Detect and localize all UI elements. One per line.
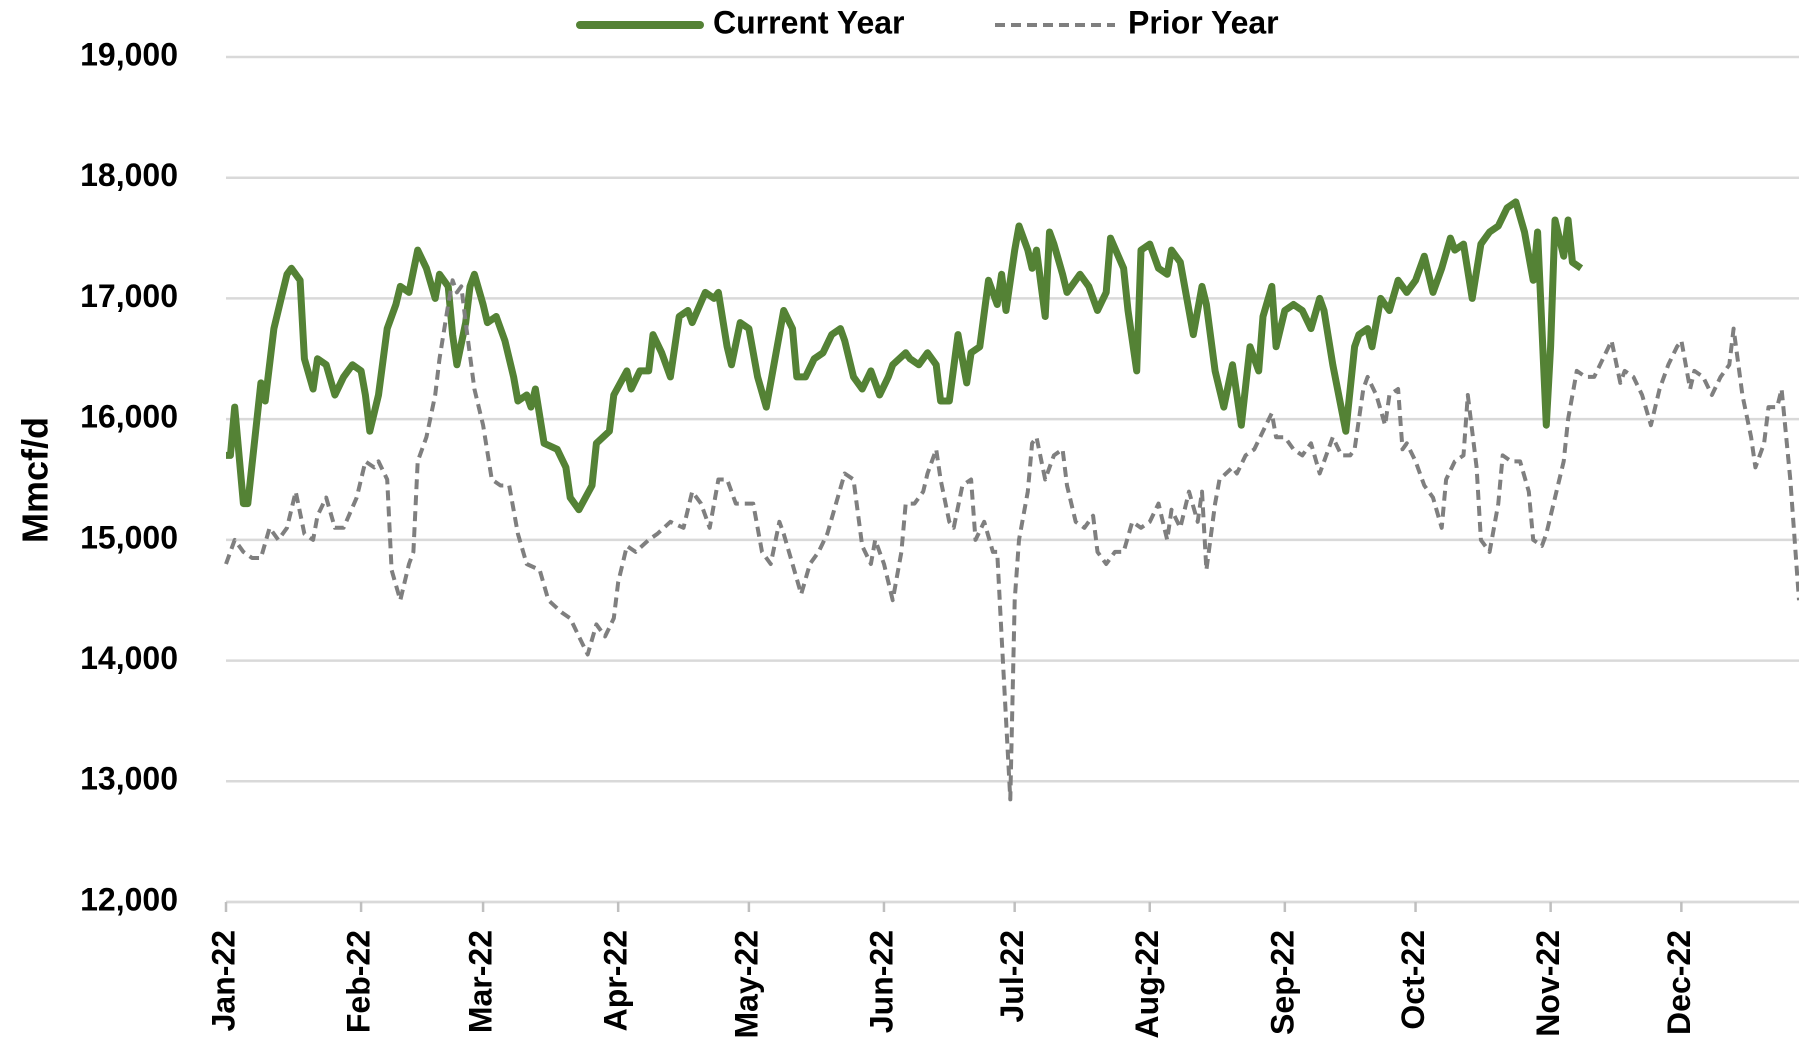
x-tick-label: Nov-22 [1530,930,1566,1037]
legend-label: Current Year [713,4,905,40]
y-tick-label: 17,000 [80,278,178,314]
x-tick-label: Apr-22 [598,930,634,1031]
y-tick-label: 18,000 [80,157,178,193]
x-tick-label: Jan-22 [205,930,241,1031]
y-tick-label: 12,000 [80,881,178,917]
line [224,278,1799,802]
x-tick-label: May-22 [728,930,764,1039]
y-tick-label: 15,000 [80,519,178,555]
y-axis-label: Mmcf/d [15,417,56,543]
y-tick-label: 19,000 [80,36,178,72]
x-tick-label: Jun-22 [863,930,899,1033]
x-tick-label: Feb-22 [341,930,377,1033]
x-tick-label: Oct-22 [1395,930,1431,1030]
x-tick-label: Jul-22 [994,930,1030,1022]
x-tick-label: Aug-22 [1129,930,1165,1038]
y-tick-label: 14,000 [80,640,178,676]
x-tick-label: Sep-22 [1264,930,1300,1035]
legend-label: Prior Year [1128,4,1279,40]
x-tick-label: Dec-22 [1661,930,1697,1035]
y-tick-label: 16,000 [80,399,178,435]
line [226,198,1584,514]
y-tick-label: 13,000 [80,761,178,797]
x-tick-label: Mar-22 [463,930,499,1033]
